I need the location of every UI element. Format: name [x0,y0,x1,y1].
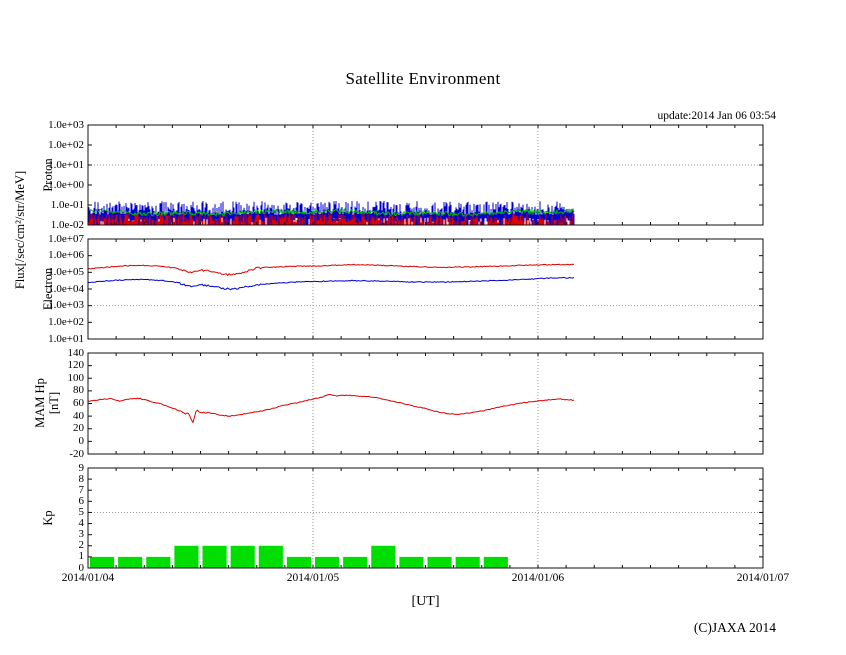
kp-ytick-label: 2 [78,539,85,552]
proton-green-series [88,207,575,218]
kp-bar [258,545,283,568]
proton-ytick-label: 1.0e+01 [48,158,84,171]
kp-bar [230,545,255,568]
copyright-label: (C)JAXA 2014 [693,620,776,635]
kp-ytick-label: 4 [78,517,85,530]
mam-hp-red-series [87,393,575,424]
kp-bar [399,556,424,568]
mam-hp-ytick-label: 20 [73,422,84,435]
kp-bar [174,545,199,568]
proton-ytick-label: 1.0e-02 [50,218,84,231]
update-timestamp: update:2014 Jan 06 03:54 [657,110,777,122]
mam-hp-ytick-label: 0 [78,434,85,447]
kp-ytick-label: 9 [78,461,85,474]
proton-ytick-label: 1.0e+03 [48,118,84,131]
electron-ytick-label: 1.0e+01 [48,332,84,345]
electron-ytick-label: 1.0e+04 [48,282,84,295]
electron-red-series [88,263,575,277]
mam-hp-ytick-label: -20 [69,447,84,460]
kp-ytick-label: 7 [78,483,85,496]
kp-bar [483,556,508,568]
mam-hp-ytick-label: 120 [67,359,85,372]
mam-hp-ytick-label: 80 [73,384,84,397]
xtick-label: 2014/01/06 [511,572,565,584]
kp-ytick-label: 0 [78,561,85,574]
kp-bar [118,556,143,568]
proton-ytick-label: 1.0e+00 [48,178,84,191]
page-title: Satellite Environment [345,69,501,88]
kp-ytick-label: 3 [78,528,85,541]
mam-hp-ytick-label: 100 [67,371,85,384]
kp-ytick-label: 8 [78,472,85,485]
electron-ytick-label: 1.0e+02 [48,315,84,328]
electron-ytick-label: 1.0e+07 [48,232,84,245]
xtick-label: 2014/01/07 [736,572,790,584]
kp-bar [427,556,452,568]
electron-ytick-label: 1.0e+06 [48,249,84,262]
kp-bar [455,556,480,568]
electron-blue-series [87,276,575,291]
xtick-label: 2014/01/05 [286,572,340,584]
kp-bar [343,556,368,568]
mam-hp-ytick-label: 40 [73,409,84,422]
kp-bar [371,545,396,568]
kp-bar [202,545,227,568]
kp-ytick-label: 1 [78,550,85,563]
xtick-label: 2014/01/04 [61,572,115,584]
mam-hp-ytick-label: 60 [73,397,84,409]
kp-bar [146,556,171,568]
kp-ytick-label: 5 [78,505,85,518]
kp-bar [90,556,115,568]
kp-bar [286,556,311,568]
kp-ytick-label: 6 [78,494,85,507]
electron-ytick-label: 1.0e+03 [48,299,84,312]
x-axis-unit-label: [UT] [411,594,440,609]
proton-ytick-label: 1.0e-01 [50,198,84,211]
electron-ytick-label: 1.0e+05 [48,265,84,278]
mam-hp-panel-border [87,352,764,455]
electron-panel-border [87,238,764,340]
mam-hp-ytick-label: 140 [67,346,85,359]
proton-ytick-label: 1.0e+02 [48,138,84,151]
kp-bar [315,556,340,568]
